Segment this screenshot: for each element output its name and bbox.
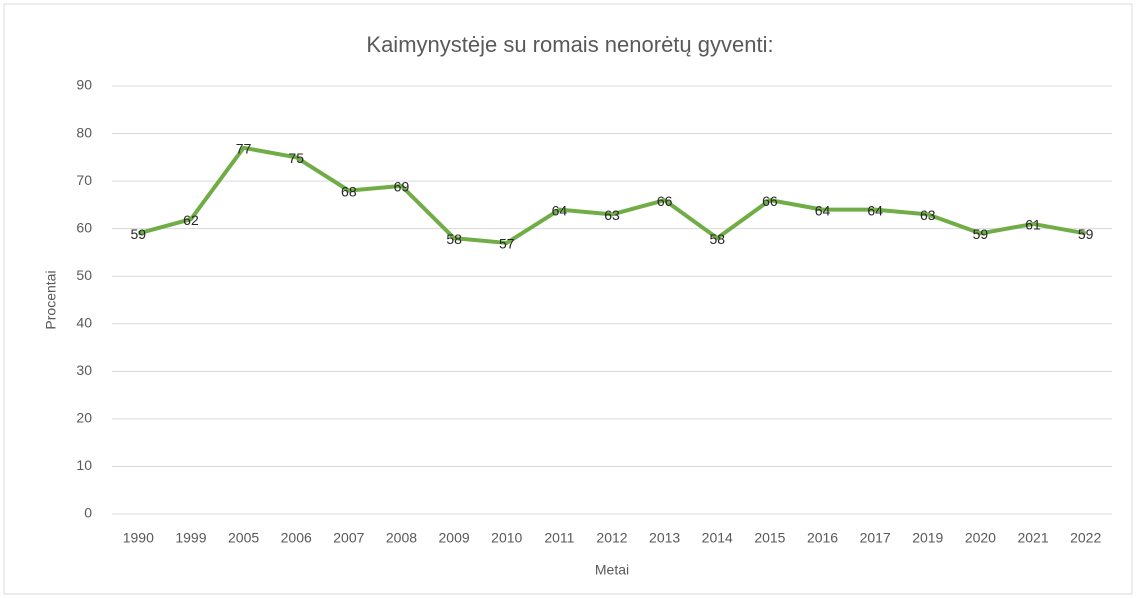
data-label: 59: [973, 226, 989, 242]
data-label: 64: [867, 202, 883, 218]
data-label: 69: [394, 179, 410, 195]
data-label: 64: [815, 202, 831, 218]
x-tick-label: 2015: [754, 530, 785, 546]
x-tick-label: 2020: [965, 530, 996, 546]
y-tick-label: 60: [76, 219, 92, 235]
x-tick-label: 2017: [860, 530, 891, 546]
data-label: 57: [499, 236, 515, 252]
x-tick-label: 2008: [386, 530, 417, 546]
data-label: 66: [657, 193, 673, 209]
x-axis-label: Metai: [595, 562, 629, 578]
x-tick-label: 2012: [596, 530, 627, 546]
series-line: [137, 145, 1087, 245]
data-label: 62: [183, 212, 199, 228]
data-label: 63: [604, 207, 620, 223]
x-tick-label: 2013: [649, 530, 680, 546]
data-label: 66: [762, 193, 778, 209]
y-tick-label: 30: [76, 362, 92, 378]
y-axis-label: Procentai: [43, 270, 59, 329]
x-tick-label: 2007: [333, 530, 364, 546]
y-tick-label: 20: [76, 410, 92, 426]
x-tick-label: 2006: [281, 530, 312, 546]
x-tick-label: 1999: [175, 530, 206, 546]
x-tick-label: 2011: [544, 530, 574, 546]
chart-border: [3, 3, 1133, 595]
x-tick-label: 2010: [491, 530, 522, 546]
x-tick-label: 1990: [123, 530, 154, 546]
data-label: 59: [1078, 226, 1094, 242]
data-label: 58: [446, 231, 462, 247]
data-label: 59: [131, 226, 147, 242]
y-tick-label: 90: [76, 77, 92, 93]
x-tick-label: 2009: [439, 530, 470, 546]
y-tick-label: 70: [76, 172, 92, 188]
chart-title: Kaimynystėje su romais nenorėtų gyventi:: [366, 32, 773, 57]
data-label: 68: [341, 183, 357, 199]
x-tick-label: 2016: [807, 530, 838, 546]
y-tick-label: 10: [76, 457, 92, 473]
data-label: 75: [288, 150, 304, 166]
x-tick-label: 2022: [1070, 530, 1101, 546]
x-tick-label: 2014: [702, 530, 733, 546]
data-label: 63: [920, 207, 936, 223]
y-tick-label: 80: [76, 124, 92, 140]
data-label: 58: [709, 231, 725, 247]
y-tick-label: 0: [84, 505, 92, 521]
y-tick-label: 40: [76, 314, 92, 330]
data-label: 61: [1025, 217, 1041, 233]
y-tick-label: 50: [76, 267, 92, 283]
data-label: 64: [552, 202, 568, 218]
data-label: 77: [236, 141, 252, 157]
x-tick-label: 2005: [228, 530, 259, 546]
x-tick-label: 2021: [1017, 530, 1048, 546]
x-tick-label: 2019: [912, 530, 943, 546]
